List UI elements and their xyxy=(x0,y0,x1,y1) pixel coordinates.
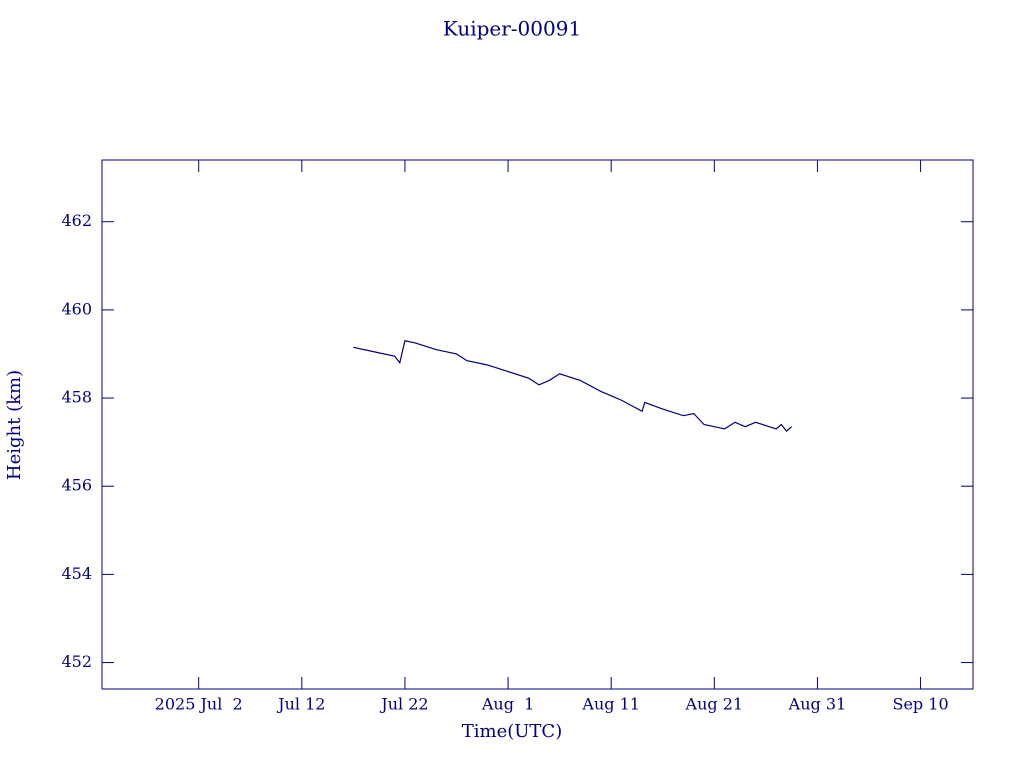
y-tick-label: 456 xyxy=(61,476,92,495)
y-tick-label: 452 xyxy=(61,652,92,671)
y-axis-label: Height (km) xyxy=(4,370,25,480)
x-tick-label: Jul 12 xyxy=(276,695,325,714)
chart-title: Kuiper-00091 xyxy=(443,17,581,41)
x-tick-label: Aug 1 xyxy=(481,695,534,714)
x-tick-label: Aug 21 xyxy=(685,695,744,714)
x-tick-label: Aug 31 xyxy=(788,695,847,714)
y-tick-label: 462 xyxy=(61,211,92,230)
x-tick-label: Aug 11 xyxy=(581,695,640,714)
data-line xyxy=(353,340,793,432)
x-tick-label: Jul 22 xyxy=(379,695,428,714)
y-tick-label: 454 xyxy=(61,564,92,583)
x-tick-label: Sep 10 xyxy=(893,695,949,714)
y-tick-label: 458 xyxy=(61,388,92,407)
x-axis-label: Time(UTC) xyxy=(462,721,562,742)
plot-frame xyxy=(101,159,974,690)
x-tick-label: 2025 Jul 2 xyxy=(155,695,243,714)
y-tick-label: 460 xyxy=(61,299,92,318)
